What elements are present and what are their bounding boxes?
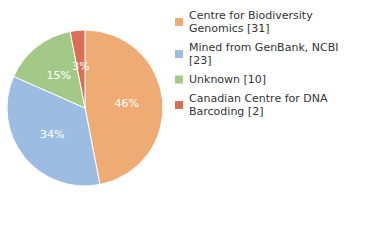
svg-text:Genomics [31]: Genomics [31]: [189, 22, 270, 35]
svg-text:46%: 46%: [115, 97, 139, 110]
svg-text:15%: 15%: [47, 69, 71, 82]
svg-text:Mined from GenBank, NCBI: Mined from GenBank, NCBI: [189, 41, 342, 54]
svg-text:Centre for Biodiversity: Centre for Biodiversity: [189, 9, 316, 22]
svg-text:Barcoding [2]: Barcoding [2]: [189, 105, 263, 118]
svg-text:Canadian Centre for DNA: Canadian Centre for DNA: [189, 92, 331, 105]
svg-text:[23]: [23]: [189, 54, 212, 67]
svg-text:3%: 3%: [72, 60, 89, 73]
svg-text:34%: 34%: [40, 128, 64, 141]
svg-text:Unknown [10]: Unknown [10]: [189, 73, 266, 86]
